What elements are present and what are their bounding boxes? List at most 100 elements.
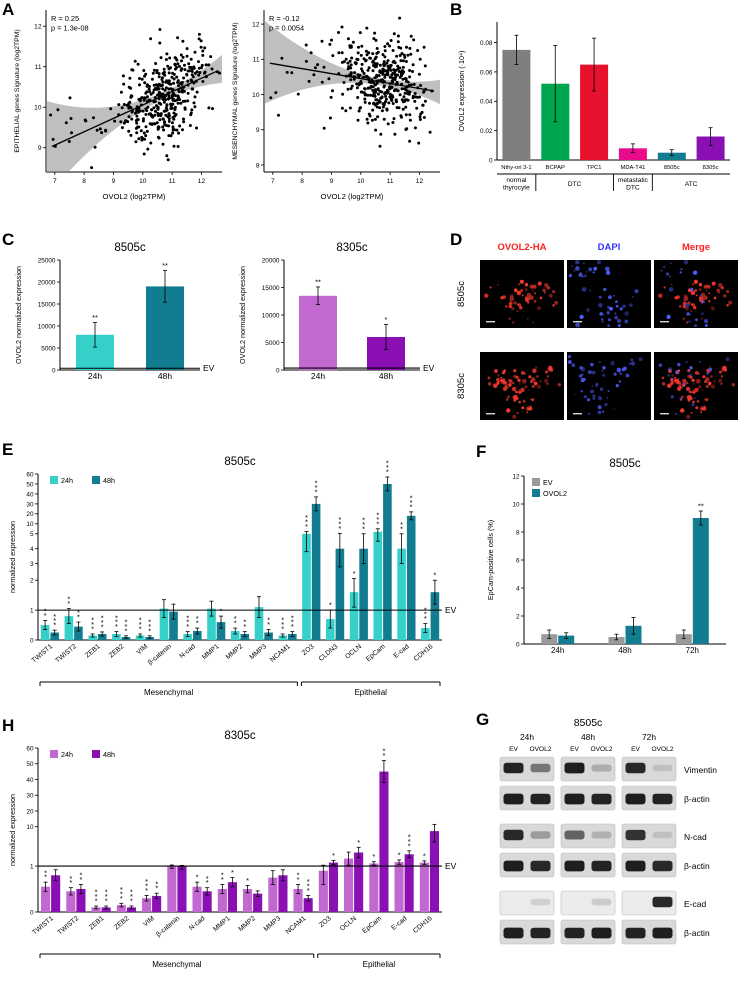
bar xyxy=(64,616,74,640)
significance-star: * xyxy=(400,520,403,529)
significance-star: * xyxy=(220,607,223,616)
blot-time-label: 24h xyxy=(520,732,534,742)
blot-title: 8505c xyxy=(574,717,603,729)
blot-strip xyxy=(499,890,555,916)
epcam-facs-ylabel: EpCam-positive cells (%) xyxy=(486,520,495,600)
significance-star: * xyxy=(196,614,199,623)
emt-8505c-ylabel: normalized expression xyxy=(8,521,17,593)
bar xyxy=(240,634,250,640)
significance-star: * xyxy=(44,868,47,877)
x-tick-label: 72h xyxy=(686,646,699,655)
bar xyxy=(227,882,237,912)
bar xyxy=(373,531,383,640)
significance-star: * xyxy=(148,626,151,635)
significance-star: * xyxy=(386,463,389,472)
y-tick-label: 40 xyxy=(26,491,34,498)
significance-star: * xyxy=(307,877,310,886)
y-tick-label: 6 xyxy=(516,557,520,564)
x-tick-label: VIM xyxy=(135,643,149,656)
blot-band xyxy=(652,831,673,839)
significance-star: * xyxy=(196,619,199,628)
stats-annotation: p = 0.0054 xyxy=(269,24,304,33)
blot-band xyxy=(530,763,551,773)
significance-star: * xyxy=(95,888,98,897)
significance-star: * xyxy=(400,524,403,533)
blot-band xyxy=(530,831,551,839)
group-label: thyrocyte xyxy=(503,185,530,192)
significance-star: * xyxy=(305,522,308,531)
x-tick-label: 8 xyxy=(82,178,86,185)
epcam-facs-svg: 8505c 0 2 4 6 8 10 12 EpCam-positive cells (%) **… xyxy=(486,458,726,655)
x-tick-label: ZO3 xyxy=(301,643,316,657)
legend-label: 48h xyxy=(103,750,115,759)
scatter-points xyxy=(49,28,221,170)
blot-band xyxy=(503,793,524,805)
bar xyxy=(152,895,162,912)
ovol2-8505c-chart: 8505c 0 5000 10000 15000 20000 25000 OVOL2 norm… xyxy=(12,238,230,390)
bar xyxy=(254,607,264,640)
bar xyxy=(268,877,278,912)
y-tick-label: 0 xyxy=(516,641,520,648)
significance-star: * xyxy=(221,875,224,884)
significance-star: * xyxy=(95,897,98,906)
x-tick-label: 24h xyxy=(88,371,102,381)
x-tick-label: 7 xyxy=(53,178,57,185)
x-tick-label: 10 xyxy=(357,178,365,185)
bar xyxy=(50,632,59,640)
x-tick-label: 10 xyxy=(139,178,147,185)
significance-star: * xyxy=(315,483,318,492)
group-label: DTC xyxy=(568,181,582,188)
y-tick-label: 20000 xyxy=(38,279,56,286)
significance-star: * xyxy=(267,616,270,625)
significance-star: * xyxy=(307,886,310,895)
x-tick-label: NCAM1 xyxy=(285,915,308,936)
blot-band xyxy=(652,764,673,772)
x-tick-label: TWIST1 xyxy=(31,643,55,665)
x-tick-label: 48h xyxy=(158,371,172,381)
x-tick-label: MMP2 xyxy=(225,643,245,661)
significance-star: * xyxy=(376,515,379,524)
scatter-content xyxy=(46,28,222,172)
significance-star: * xyxy=(338,515,341,524)
blot-band xyxy=(625,927,646,939)
significance-star: * xyxy=(196,873,199,882)
bar xyxy=(76,889,86,912)
x-tick-label: CDH16 xyxy=(413,643,435,663)
bar xyxy=(369,863,379,912)
y-tick-label: 12 xyxy=(252,21,260,28)
emt-8505c-chart: 8505c 0 1 2 3 4 5 10 20 30 40 50 60 normalized expres… xyxy=(6,448,468,718)
significance-star: * xyxy=(95,892,98,901)
significance-star: * xyxy=(120,889,123,898)
x-tick-label: ZEB2 xyxy=(113,915,131,931)
bar xyxy=(288,634,297,640)
blot-strip xyxy=(560,890,616,916)
x-tick-label: TWIST2 xyxy=(54,643,78,665)
y-tick-label: 0 xyxy=(276,367,280,374)
x-tick-label: Nthy-ori 3-1 xyxy=(501,165,531,171)
significance-star: * xyxy=(69,874,72,883)
bar xyxy=(406,515,416,640)
significance-star: * xyxy=(424,610,427,619)
significance-star: * xyxy=(77,608,80,617)
significance-star: * xyxy=(410,498,413,507)
significance-star: * xyxy=(53,616,56,625)
bar xyxy=(112,634,121,640)
epithelial-scatter-svg: 7 8 9 10 11 12 9 10 11 12 OVOL2 (log2TPM) EPITHELIA… xyxy=(14,10,222,201)
significance-star: * xyxy=(101,614,104,623)
significance-star: * xyxy=(424,614,427,623)
y-tick-label: 5000 xyxy=(265,340,280,347)
significance-star: * xyxy=(206,878,209,887)
y-tick-label: 0 xyxy=(489,157,493,164)
x-tick-label: TWIST2 xyxy=(57,915,81,937)
x-tick-label: EpCam xyxy=(365,643,387,663)
significance-star: * xyxy=(44,607,47,616)
bar xyxy=(379,771,389,912)
bar xyxy=(169,611,178,640)
emt-8305c-svg: 8305c 0 1 10 20 30 40 50 60 normalized expression… xyxy=(8,730,457,969)
blot-band xyxy=(625,829,646,841)
group-label: Epithelial xyxy=(363,960,396,969)
y-tick-label: 20 xyxy=(26,808,34,815)
significance-star: * xyxy=(408,841,411,850)
significance-star: * xyxy=(145,886,148,895)
significance-star: * xyxy=(376,510,379,519)
